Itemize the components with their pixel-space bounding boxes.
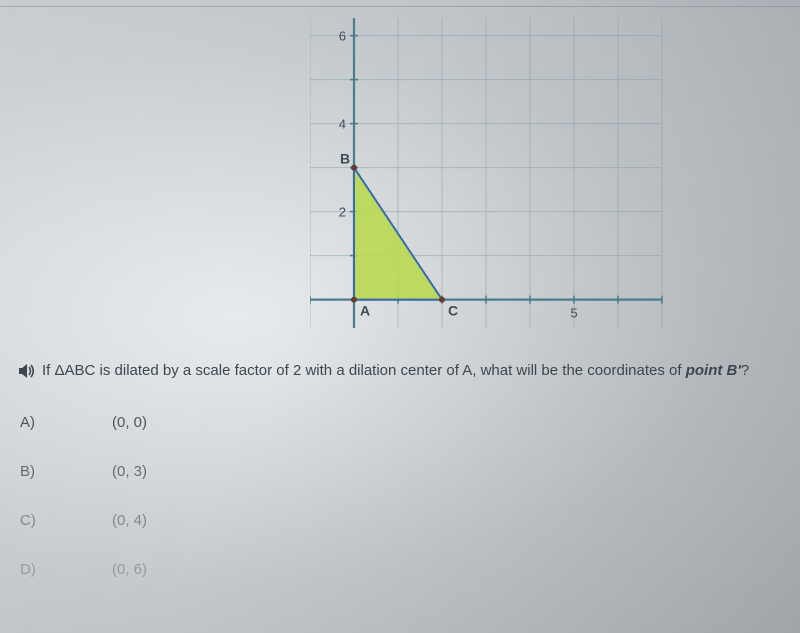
answer-choice-c[interactable]: C) (0, 4) xyxy=(20,512,147,529)
answer-text: (0, 3) xyxy=(112,463,147,480)
question-part-1: If ΔABC is dilated by a scale factor of … xyxy=(42,362,686,379)
answer-text: (0, 6) xyxy=(112,561,147,578)
svg-text:2: 2 xyxy=(339,205,346,220)
speaker-icon[interactable] xyxy=(18,363,36,379)
question-italic: point B' xyxy=(686,362,741,379)
answer-letter: A) xyxy=(20,414,112,431)
svg-text:A: A xyxy=(360,303,370,319)
question-text: If ΔABC is dilated by a scale factor of … xyxy=(42,362,749,379)
graph-svg: ABC246-25 xyxy=(310,18,680,328)
answer-text: (0, 4) xyxy=(112,512,147,529)
svg-text:B: B xyxy=(340,151,350,167)
answer-choice-d[interactable]: D) (0, 6) xyxy=(20,561,147,578)
question-part-2: ? xyxy=(741,362,749,379)
answer-letter: C) xyxy=(20,512,112,529)
answer-choices: A) (0, 0) B) (0, 3) C) (0, 4) D) (0, 6) xyxy=(20,414,147,578)
answer-letter: B) xyxy=(20,463,112,480)
svg-text:4: 4 xyxy=(339,117,346,132)
answer-choice-b[interactable]: B) (0, 3) xyxy=(20,463,147,480)
svg-text:6: 6 xyxy=(339,29,346,44)
svg-text:5: 5 xyxy=(570,306,577,321)
top-divider xyxy=(0,6,800,7)
answer-letter: D) xyxy=(20,561,112,578)
question-row: If ΔABC is dilated by a scale factor of … xyxy=(18,362,749,379)
svg-text:C: C xyxy=(448,303,458,319)
answer-text: (0, 0) xyxy=(112,414,147,431)
answer-choice-a[interactable]: A) (0, 0) xyxy=(20,414,147,431)
coordinate-graph: ABC246-25 xyxy=(310,18,680,328)
